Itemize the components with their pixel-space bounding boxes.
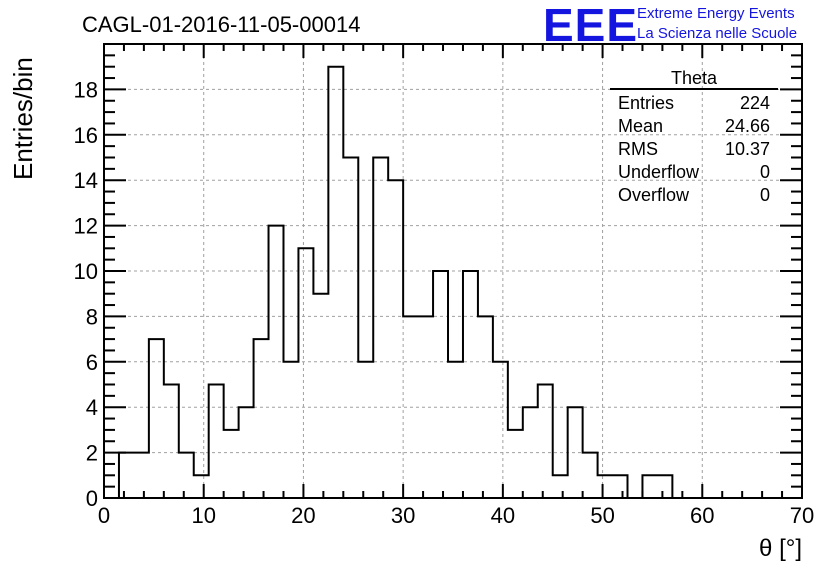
- x-tick-label: 70: [790, 503, 814, 528]
- stats-label: Overflow: [618, 185, 690, 205]
- y-tick-label: 16: [74, 123, 98, 148]
- tick-labels: 0 10 20 30 40 50 60 70 0 2 4 6 8 10 12 14 16 18: [74, 77, 815, 528]
- x-tick-label: 20: [291, 503, 315, 528]
- stats-row-entries: Entries 224: [610, 92, 778, 115]
- stats-value: 24.66: [724, 116, 770, 136]
- stats-label: Mean: [618, 116, 664, 136]
- stats-row-underflow: Underflow 0: [610, 161, 778, 184]
- stats-label: RMS: [618, 139, 658, 159]
- eee-logo: EEE: [543, 0, 639, 51]
- x-tick-label: 30: [391, 503, 415, 528]
- logo-line-2: La Scienza nelle Scuole: [637, 25, 798, 42]
- stats-row-rms: RMS 10.37: [610, 138, 778, 161]
- stats-value: 10.37: [724, 139, 770, 159]
- y-axis-label: Entries/bin: [8, 57, 38, 180]
- grid-lines: [104, 44, 802, 498]
- x-axis-label: θ [°]: [759, 535, 802, 562]
- x-tick-label: 40: [491, 503, 515, 528]
- stats-label: Entries: [618, 93, 675, 113]
- x-tick-label: 0: [98, 503, 110, 528]
- stats-title: Theta: [610, 68, 778, 90]
- y-tick-label: 6: [86, 350, 98, 375]
- chart-title: CAGL-01-2016-11-05-00014: [82, 12, 361, 37]
- y-tick-label: 2: [86, 441, 98, 466]
- x-tick-label: 60: [690, 503, 714, 528]
- stats-value: 224: [739, 93, 770, 113]
- histogram-step-line: [117, 65, 674, 499]
- stats-row-mean: Mean 24.66: [610, 115, 778, 138]
- y-tick-label: 0: [86, 486, 98, 511]
- y-tick-label: 8: [86, 304, 98, 329]
- x-tick-label: 50: [590, 503, 614, 528]
- y-tick-label: 14: [74, 168, 98, 193]
- stats-label: Underflow: [618, 162, 700, 182]
- x-tick-label: 10: [191, 503, 215, 528]
- y-tick-label: 18: [74, 77, 98, 102]
- y-tick-label: 12: [74, 214, 98, 239]
- stats-box: Theta Entries 224 Mean 24.66 RMS 10.37 U…: [610, 68, 778, 207]
- axis-ticks: [103, 44, 803, 499]
- y-tick-label: 4: [86, 395, 98, 420]
- stats-row-overflow: Overflow 0: [610, 184, 778, 207]
- logo-line-1: Extreme Energy Events: [637, 5, 795, 22]
- stats-value: 0: [759, 162, 770, 182]
- y-tick-label: 10: [74, 259, 98, 284]
- stats-value: 0: [759, 185, 770, 205]
